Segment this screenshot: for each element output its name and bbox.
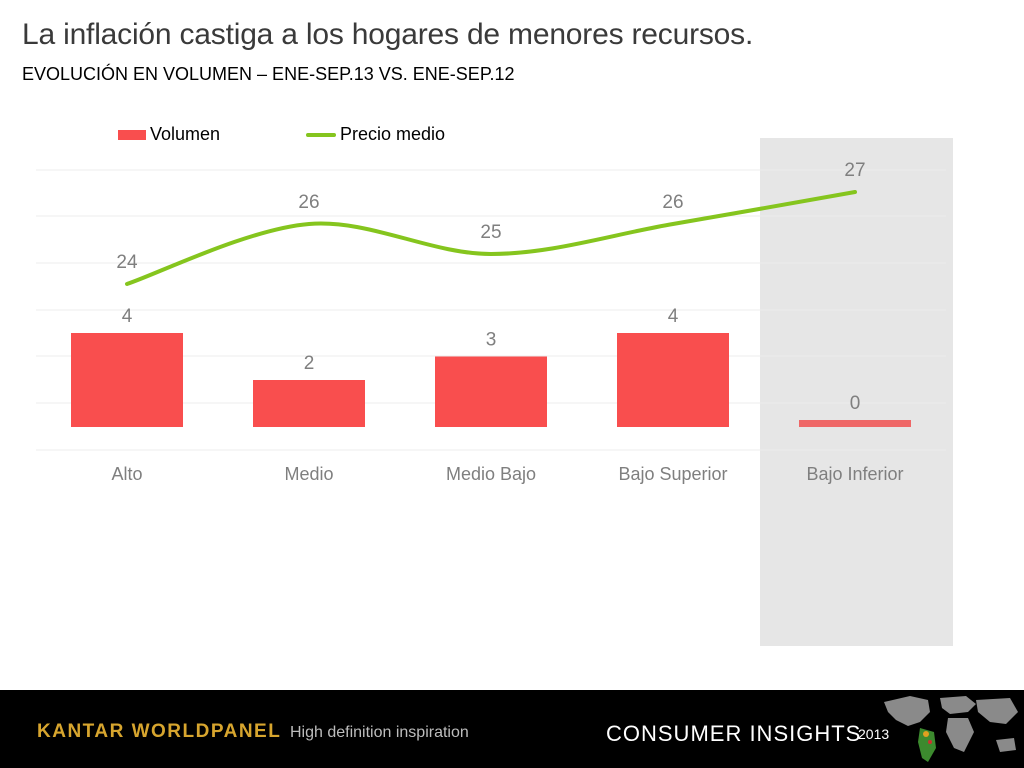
brand-tagline: High definition inspiration <box>290 724 469 741</box>
bar-value-label: 4 <box>122 306 133 327</box>
brand-logo: KANTAR WORLDPANEL <box>37 721 282 742</box>
legend-item-volumen: Volumen <box>118 124 220 145</box>
page-title: La inflación castiga a los hogares de me… <box>22 18 754 51</box>
page-subtitle: EVOLUCIÓN EN VOLUMEN – ENE-SEP.13 VS. EN… <box>22 64 515 84</box>
bar-medio-bajo <box>435 356 547 427</box>
legend-label-volumen: Volumen <box>150 124 221 144</box>
footer: KANTAR WORLDPANEL High definition inspir… <box>0 690 1024 768</box>
category-label-alto: Alto <box>111 464 142 484</box>
category-label-medio-bajo: Medio Bajo <box>446 464 536 484</box>
price-value-label: 25 <box>480 222 501 243</box>
chart: 4 2 3 4 0 24 26 25 26 27 Alto Medio Medio Bajo Bajo S… <box>36 138 953 646</box>
world-map-icon <box>884 696 1018 762</box>
bar-medio <box>253 380 365 427</box>
bar-alto <box>71 333 183 427</box>
section-title: CONSUMER INSIGHTS <box>606 721 862 746</box>
category-label-medio: Medio <box>284 464 333 484</box>
bar-bajo-inferior <box>799 420 911 427</box>
legend-swatch-precio <box>306 132 336 137</box>
category-label-bajo-superior: Bajo Superior <box>618 464 727 484</box>
price-line <box>125 190 857 286</box>
bar-value-label: 4 <box>668 306 679 327</box>
bar-value-label: 3 <box>486 330 497 351</box>
price-value-label: 27 <box>844 160 865 181</box>
section-year: 2013 <box>858 726 890 742</box>
price-value-label: 26 <box>298 192 319 213</box>
legend-item-precio: Precio medio <box>306 124 445 145</box>
bar-value-label: 0 <box>850 393 861 414</box>
legend-swatch-volumen <box>118 129 146 140</box>
highlight-band <box>760 138 953 646</box>
legend-label-precio: Precio medio <box>340 124 446 144</box>
bar-bajo-superior <box>617 333 729 427</box>
price-value-label: 26 <box>662 192 683 213</box>
category-label-bajo-inferior: Bajo Inferior <box>806 464 903 484</box>
price-value-label: 24 <box>116 252 138 273</box>
bar-value-label: 2 <box>304 353 315 374</box>
